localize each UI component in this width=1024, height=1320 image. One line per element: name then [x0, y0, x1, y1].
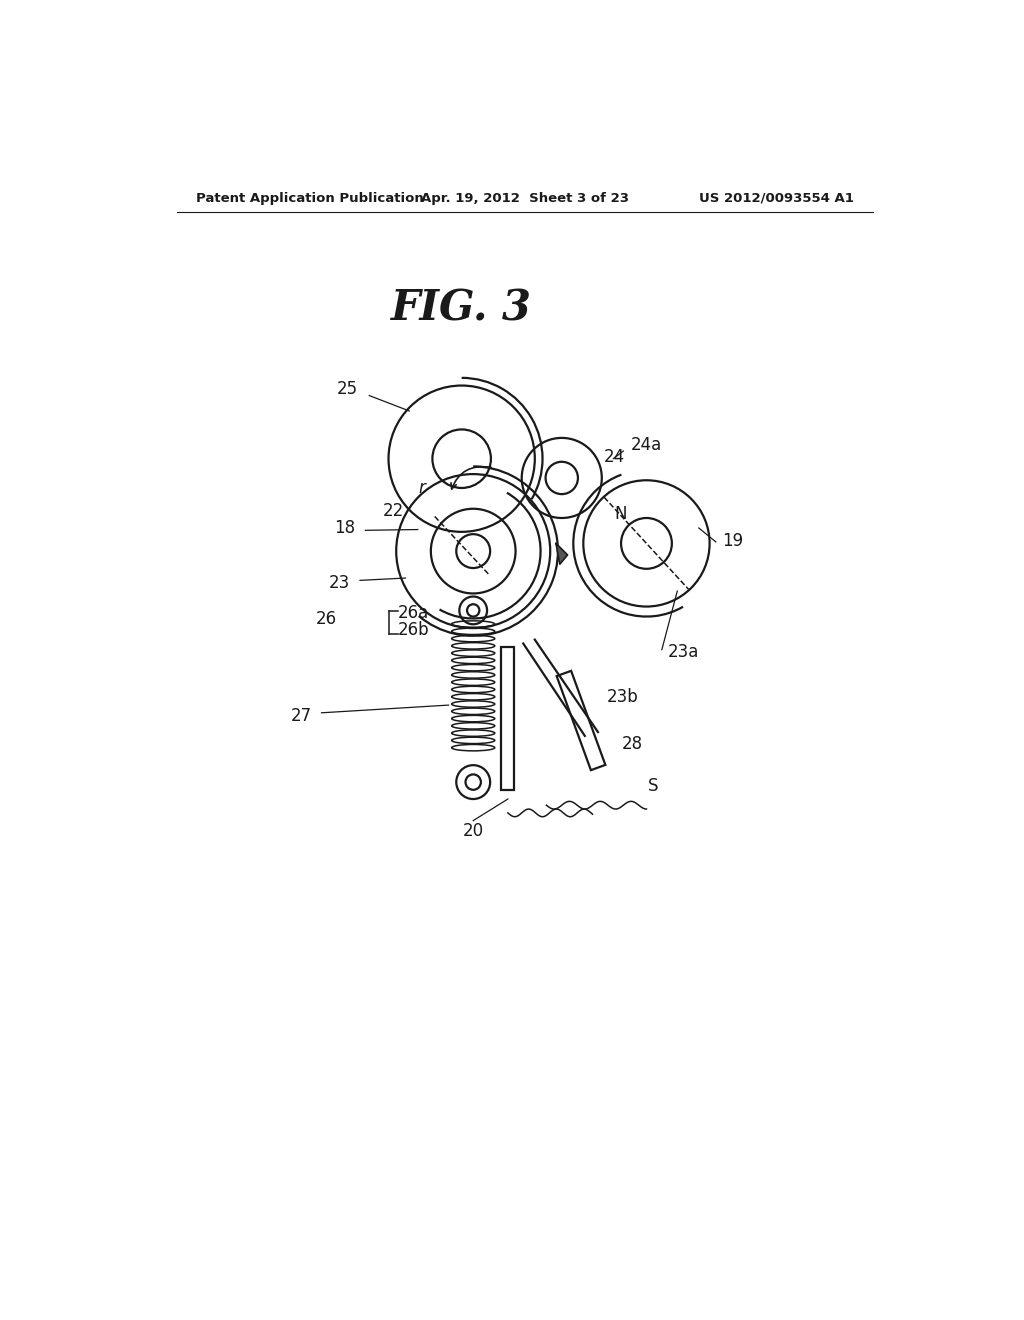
- Text: US 2012/0093554 A1: US 2012/0093554 A1: [699, 191, 854, 205]
- Text: 24a: 24a: [631, 436, 663, 454]
- Text: 27: 27: [291, 708, 312, 725]
- Text: Apr. 19, 2012  Sheet 3 of 23: Apr. 19, 2012 Sheet 3 of 23: [421, 191, 629, 205]
- Text: 23: 23: [329, 574, 350, 593]
- Text: 24: 24: [604, 449, 626, 466]
- Text: 26a: 26a: [397, 603, 429, 622]
- Text: S: S: [648, 777, 658, 795]
- Text: N: N: [614, 506, 627, 523]
- Text: 18: 18: [334, 519, 355, 537]
- Polygon shape: [556, 544, 567, 564]
- Text: r: r: [418, 479, 425, 496]
- Text: Patent Application Publication: Patent Application Publication: [196, 191, 424, 205]
- Text: 22: 22: [383, 502, 403, 520]
- Text: 28: 28: [622, 735, 643, 752]
- Bar: [557, 671, 605, 770]
- Text: 23a: 23a: [668, 643, 699, 661]
- Text: 19: 19: [722, 532, 743, 550]
- Text: 20: 20: [463, 821, 483, 840]
- Text: 25: 25: [337, 380, 357, 399]
- Text: 23b: 23b: [606, 689, 638, 706]
- Text: 26: 26: [315, 610, 337, 628]
- Text: FIG. 3: FIG. 3: [391, 288, 532, 330]
- Text: 26b: 26b: [397, 620, 429, 639]
- Bar: [502, 647, 514, 789]
